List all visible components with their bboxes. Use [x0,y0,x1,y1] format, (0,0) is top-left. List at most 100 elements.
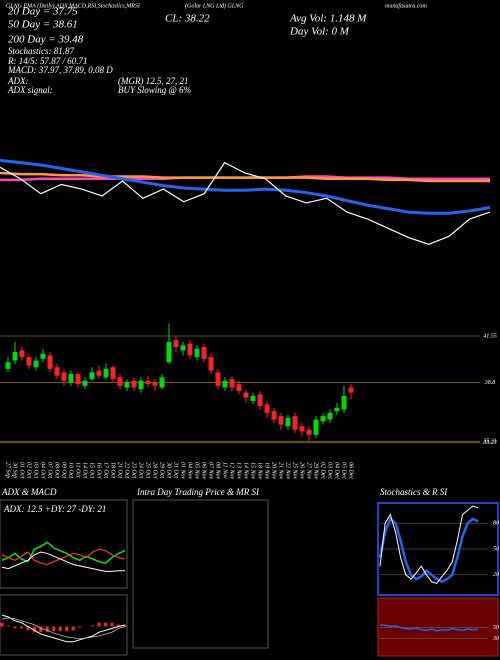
candle-body [82,380,88,386]
candle-body [222,380,228,388]
candle-body [243,392,249,398]
stat-line: Stochastics: 81.87 [8,46,74,56]
x-tick-label: 07 Oct [47,462,53,478]
x-tick-label: 23 Oct [131,462,137,478]
candle-body [327,412,333,420]
day-volume: Day Vol: 0 M [289,26,350,38]
candle-body [124,382,130,388]
stat-line: MACD: 37.97, 37.89, 0.08 D [7,65,113,75]
x-tick-label: 05 Nov [194,462,200,480]
header-right: munafasutra.com [385,2,428,9]
x-tick-label: 15 Nov [250,462,256,480]
candle-body [173,340,179,347]
intraday-box [132,499,269,649]
candle-body [131,380,137,388]
series-line [0,161,491,245]
candle-body [180,345,186,351]
x-tick-label: 21 Oct [117,462,123,478]
x-tick-label: 27 Nov [306,462,312,480]
stat-line: R: 14/5: 57.87 / 60.71 [7,56,88,66]
candle-body [40,353,46,359]
x-tick-label: 08 Oct [54,462,60,478]
histogram-bar [26,626,30,631]
histogram-bar [110,622,114,627]
candle-body [215,372,221,386]
x-tick-label: 20 Nov [271,462,277,480]
candle-body [271,411,277,420]
candle-body [320,416,326,422]
series-line [379,624,479,632]
candle-body [313,419,319,435]
panel-title: Stochastics & R SI [380,487,448,497]
histogram-bar [6,625,10,627]
histogram-bar [13,626,17,629]
y-tick-label: 30 [492,636,499,642]
histogram-bar [39,626,43,633]
adx-value: (MGR) 12.5, 27, 21 [118,76,189,86]
stat-line: 200 Day = 39.48 [8,34,84,46]
x-tick-label: 06 Nov [201,462,207,480]
x-tick-label: 08 Nov [215,462,221,480]
histogram-bar [32,626,36,633]
series-line [1,548,126,566]
candle-body [26,357,32,366]
histogram-bar [104,622,108,627]
x-tick-label: 13 Nov [236,462,242,480]
adx-label: ADX: [7,76,29,86]
avg-volume: Avg Vol: 1.148 M [289,13,367,25]
x-tick-label: 28 Oct [152,462,158,478]
stat-line: 20 Day = 37.75 [8,6,78,18]
x-tick-label: 30 Sep [12,461,18,478]
signal-label: ADX signal: [7,85,53,95]
x-tick-label: 15 Oct [89,462,95,478]
x-tick-label: 25 Oct [145,462,151,478]
x-tick-label: 14 Nov [243,462,250,480]
histogram-bar [97,622,101,627]
y-tick-label: 41.55 [483,332,497,339]
x-tick-label: 03 Dec [327,462,333,479]
x-tick-label: 11 Oct [75,462,81,478]
x-tick-label: 11 Nov [222,462,228,479]
panel-title: Intra Day Trading Price & MR SI [136,487,260,497]
candle-body [47,355,53,369]
x-tick-label: 30 Oct [166,461,172,478]
candle-body [306,429,312,435]
x-tick-label: 19 Nov [264,462,270,480]
candle-body [229,379,235,388]
candle-body [278,416,284,425]
candle-body [110,367,116,380]
candle-body [264,404,270,413]
series-line [1,614,126,643]
y-tick-label: 50 [493,546,499,552]
histogram-bar [123,624,127,627]
x-tick-label: 02 Oct [26,462,32,478]
candle-body [96,370,102,376]
candle-body [89,372,95,380]
histogram-bar [19,626,23,629]
histogram-bar [0,622,4,627]
x-tick-label: 02 Dec [320,462,326,479]
candle-body [61,372,67,381]
candle-body [334,407,340,412]
x-tick-label: 17 Oct [103,462,109,478]
candle-body [103,368,109,378]
adx-box [0,499,128,589]
header-left: GLNG EMA (Daily) ADX,MACD,RSI,Stochastic… [6,2,141,9]
x-tick-label: 04 Oct [40,462,47,478]
candle-body [19,350,25,358]
histogram-bar [52,626,56,632]
x-tick-label: 22 Nov [285,462,291,480]
x-tick-label: 01 Oct [19,462,25,478]
x-tick-label: 01 Nov [180,462,186,480]
x-tick-label: 31 Oct [173,461,179,478]
histogram-bar [78,626,82,628]
candle-body [348,387,354,393]
series-line [1,541,126,564]
x-tick-label: 07 Nov [208,462,214,480]
x-tick-label: 29 Nov [313,462,319,480]
x-tick-label: 26 Nov [299,462,305,480]
candle-body [152,382,158,386]
x-tick-label: 18 Oct [110,462,116,478]
